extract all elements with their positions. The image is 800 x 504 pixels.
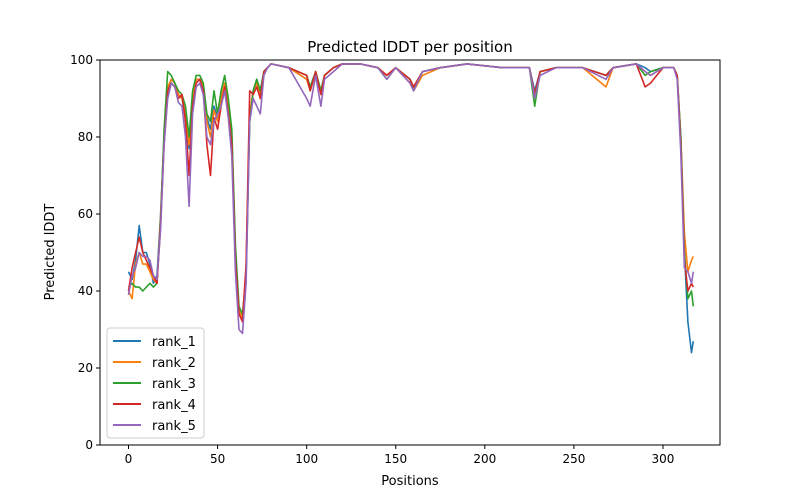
x-tick-label: 0 <box>125 452 133 466</box>
legend-label-rank_4: rank_4 <box>152 398 196 413</box>
y-axis-ticks: 0 20 40 60 80 100 <box>70 53 100 452</box>
x-tick-label: 100 <box>295 452 318 466</box>
y-tick-label: 60 <box>78 207 93 221</box>
legend-label-rank_1: rank_1 <box>152 335 196 350</box>
legend-label-rank_5: rank_5 <box>152 419 196 434</box>
y-tick-label: 100 <box>70 53 93 67</box>
series-line-rank_3 <box>127 63 695 315</box>
legend-label-rank_2: rank_2 <box>152 356 196 371</box>
y-tick-label: 20 <box>78 361 93 375</box>
x-tick-label: 200 <box>473 452 496 466</box>
x-axis-label: Positions <box>381 474 439 489</box>
x-tick-label: 300 <box>652 452 675 466</box>
plot-frame <box>99 59 721 446</box>
y-tick-label: 40 <box>78 284 93 298</box>
x-tick-label: 250 <box>562 452 585 466</box>
series-line-rank_5 <box>127 63 695 335</box>
y-tick-label: 0 <box>85 438 93 452</box>
x-axis-ticks: 0 50 100 150 200 250 300 <box>125 445 675 466</box>
x-tick-label: 50 <box>210 452 225 466</box>
legend-box <box>106 327 205 439</box>
x-tick-label: 150 <box>384 452 407 466</box>
y-axis-label: Predicted lDDT <box>43 204 58 301</box>
series-lines <box>127 63 695 354</box>
legend-label-rank_3: rank_3 <box>152 377 196 392</box>
legend: rank_1 rank_2 rank_3 rank_4 rank_5 <box>106 327 205 439</box>
chart-title: Predicted lDDT per position <box>307 38 512 56</box>
y-tick-label: 80 <box>78 130 93 144</box>
series-line-rank_1 <box>127 63 695 354</box>
